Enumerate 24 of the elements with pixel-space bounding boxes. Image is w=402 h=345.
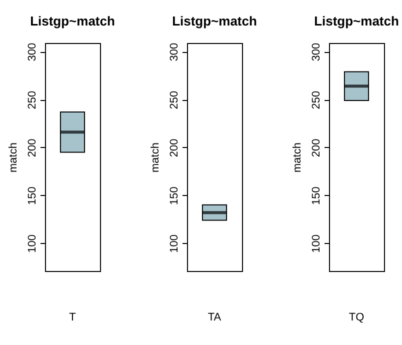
y-tick-label: 200 xyxy=(168,138,180,158)
y-tick-label: 150 xyxy=(26,186,38,205)
y-tick-label: 300 xyxy=(26,42,38,62)
x-tick-label: TQ xyxy=(348,312,365,324)
y-axis-title: match xyxy=(292,142,304,172)
chart-title: Listgp~match xyxy=(30,13,115,28)
y-tick-label: 150 xyxy=(310,186,322,205)
x-tick-label: TA xyxy=(208,312,222,324)
y-axis-title: match xyxy=(150,142,162,172)
y-tick-label: 300 xyxy=(168,42,180,62)
chart-title: Listgp~match xyxy=(172,13,257,28)
x-tick-label: T xyxy=(69,312,76,324)
y-tick-label: 250 xyxy=(310,90,322,110)
chart-title: Listgp~match xyxy=(314,13,399,28)
y-axis-title: match xyxy=(8,142,20,172)
y-tick-label: 100 xyxy=(26,234,38,253)
y-tick-label: 150 xyxy=(168,186,180,205)
y-tick-label: 250 xyxy=(168,90,180,110)
y-tick-label: 300 xyxy=(310,42,322,62)
y-tick-label: 200 xyxy=(26,138,38,158)
y-tick-label: 250 xyxy=(26,90,38,110)
y-tick-label: 100 xyxy=(310,234,322,253)
y-tick-label: 200 xyxy=(310,138,322,158)
y-tick-label: 100 xyxy=(168,234,180,253)
